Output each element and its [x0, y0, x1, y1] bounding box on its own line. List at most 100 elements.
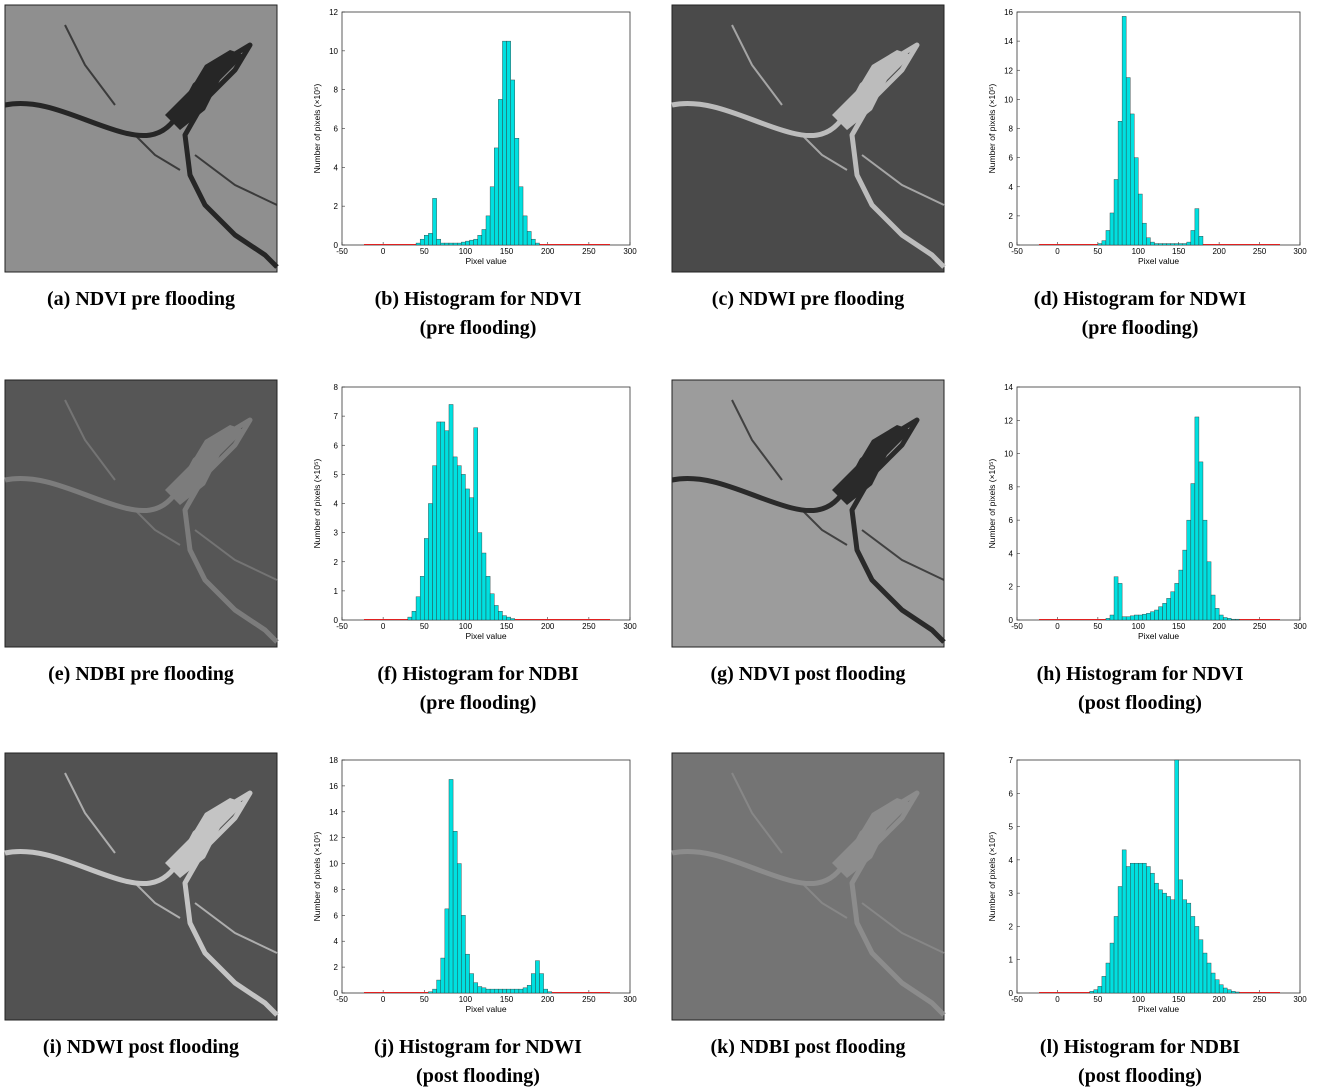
bar [1158, 606, 1163, 621]
y-tick-label: 8 [334, 885, 339, 894]
x-tick-label: 250 [1253, 247, 1267, 256]
y-tick-label: 6 [334, 441, 339, 450]
image-background [671, 4, 945, 273]
bar [1121, 849, 1127, 994]
x-tick-label: 0 [1055, 247, 1060, 256]
x-tick-label: 50 [420, 247, 429, 256]
bar [440, 242, 446, 246]
y-tick-label: 2 [1009, 922, 1014, 931]
bar [1125, 77, 1131, 246]
caption: (e) NDBI pre flooding [48, 663, 234, 685]
bar [1154, 609, 1159, 621]
lake [832, 798, 912, 878]
bar [465, 240, 470, 246]
y-tick-label: 6 [1009, 154, 1014, 163]
x-tick-label: -50 [336, 247, 348, 256]
y-tick-label: 2 [334, 202, 339, 211]
bar [1166, 243, 1171, 246]
y-tick-label: 7 [1009, 756, 1014, 765]
bar [518, 186, 524, 246]
bar [1138, 614, 1143, 621]
bar [1142, 613, 1147, 621]
image-panel [671, 752, 946, 1021]
bar [432, 465, 437, 621]
bar [1121, 616, 1127, 621]
x-tick-label: 200 [541, 995, 555, 1004]
bar [510, 618, 515, 621]
bar [1109, 614, 1115, 621]
bar [1170, 899, 1175, 994]
y-tick-label: 10 [1004, 95, 1013, 104]
bar [514, 138, 520, 246]
x-tick-label: 100 [1132, 995, 1146, 1004]
bar [1202, 952, 1208, 994]
bar [1117, 886, 1123, 994]
caption: (c) NDWI pre flooding [712, 288, 904, 310]
bar [498, 988, 503, 994]
x-tick-label: 150 [500, 247, 514, 256]
plot-area [1016, 11, 1301, 246]
bar [485, 988, 491, 994]
y-tick-label: 6 [334, 125, 339, 134]
bar [1162, 892, 1167, 994]
bar [1113, 576, 1119, 621]
y-tick-label: 8 [334, 383, 339, 392]
bar [1186, 241, 1192, 246]
bar [481, 552, 487, 621]
bar [436, 979, 441, 994]
lake [832, 425, 912, 505]
bar [1125, 866, 1131, 994]
bar [1117, 121, 1123, 246]
bar [1138, 193, 1143, 246]
x-tick-label: 50 [420, 995, 429, 1004]
bar [1093, 989, 1099, 994]
image-background [4, 752, 278, 1021]
bar [469, 497, 474, 621]
bar [1182, 899, 1188, 994]
river-branch [64, 772, 278, 954]
x-tick-label: 50 [1093, 995, 1102, 1004]
bar [440, 421, 446, 621]
image-panel [4, 4, 279, 273]
bar [1170, 591, 1175, 621]
bar [1178, 243, 1183, 246]
bar [1210, 972, 1216, 994]
bar [1214, 979, 1220, 994]
x-tick-label: 300 [1293, 622, 1307, 631]
bar [473, 982, 478, 994]
x-tick-label: 250 [582, 622, 596, 631]
y-tick-label: 0 [334, 989, 339, 998]
y-axis-label: Number of pixels (×10⁵) [987, 458, 997, 548]
x-tick-label: 150 [500, 622, 514, 631]
bar [518, 988, 524, 994]
y-tick-label: 10 [329, 860, 338, 869]
lake [832, 50, 912, 130]
bar [477, 532, 483, 621]
bar [1186, 902, 1192, 994]
y-tick-label: 0 [1009, 989, 1014, 998]
bar [1210, 594, 1216, 621]
bar [457, 863, 462, 994]
plot-area [341, 11, 631, 246]
y-tick-label: 4 [334, 163, 339, 172]
bar [1162, 603, 1167, 621]
bar [440, 957, 446, 994]
caption: (a) NDVI pre flooding [47, 288, 235, 310]
river-branch [731, 399, 945, 581]
bar [407, 616, 413, 621]
bar [1146, 613, 1151, 621]
x-tick-label: 200 [1212, 622, 1226, 631]
y-tick-label: 14 [1004, 383, 1013, 392]
x-tick-label: 250 [582, 247, 596, 256]
caption: (f) Histogram for NDBI [377, 663, 578, 685]
bar [461, 241, 466, 246]
bar [485, 576, 491, 621]
bar [543, 988, 548, 994]
plot-area [1016, 386, 1301, 621]
bar [432, 198, 437, 246]
bar [469, 239, 474, 246]
y-tick-label: 8 [1009, 125, 1014, 134]
bar [444, 430, 450, 621]
caption: (post flooding) [1078, 692, 1202, 714]
